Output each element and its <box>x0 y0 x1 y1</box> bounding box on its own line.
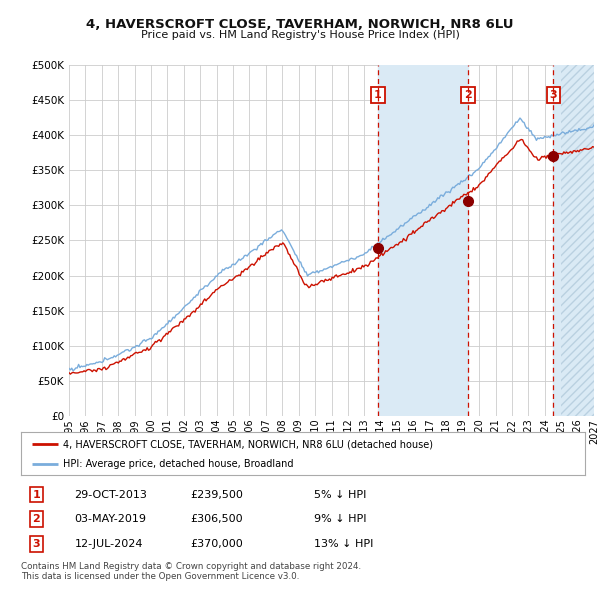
Text: This data is licensed under the Open Government Licence v3.0.: This data is licensed under the Open Gov… <box>21 572 299 581</box>
Text: 3: 3 <box>32 539 40 549</box>
Text: 4, HAVERSCROFT CLOSE, TAVERHAM, NORWICH, NR8 6LU: 4, HAVERSCROFT CLOSE, TAVERHAM, NORWICH,… <box>86 18 514 31</box>
Text: 4, HAVERSCROFT CLOSE, TAVERHAM, NORWICH, NR8 6LU (detached house): 4, HAVERSCROFT CLOSE, TAVERHAM, NORWICH,… <box>64 440 433 450</box>
Text: 1: 1 <box>32 490 40 500</box>
Text: 9% ↓ HPI: 9% ↓ HPI <box>314 514 367 524</box>
Text: 29-OCT-2013: 29-OCT-2013 <box>74 490 148 500</box>
Text: 03-MAY-2019: 03-MAY-2019 <box>74 514 146 524</box>
Bar <box>561 65 594 416</box>
Text: 12-JUL-2024: 12-JUL-2024 <box>74 539 143 549</box>
Text: 5% ↓ HPI: 5% ↓ HPI <box>314 490 367 500</box>
Text: HPI: Average price, detached house, Broadland: HPI: Average price, detached house, Broa… <box>64 460 294 469</box>
Text: 2: 2 <box>32 514 40 524</box>
Text: 2: 2 <box>464 90 472 100</box>
Text: £306,500: £306,500 <box>190 514 243 524</box>
Text: £239,500: £239,500 <box>190 490 243 500</box>
Text: £370,000: £370,000 <box>190 539 243 549</box>
Text: 3: 3 <box>550 90 557 100</box>
Text: Contains HM Land Registry data © Crown copyright and database right 2024.: Contains HM Land Registry data © Crown c… <box>21 562 361 571</box>
Bar <box>378 65 468 416</box>
Text: 1: 1 <box>374 90 382 100</box>
Text: Price paid vs. HM Land Registry's House Price Index (HPI): Price paid vs. HM Land Registry's House … <box>140 30 460 40</box>
Bar <box>553 65 594 416</box>
Bar <box>561 65 594 416</box>
Text: 13% ↓ HPI: 13% ↓ HPI <box>314 539 374 549</box>
